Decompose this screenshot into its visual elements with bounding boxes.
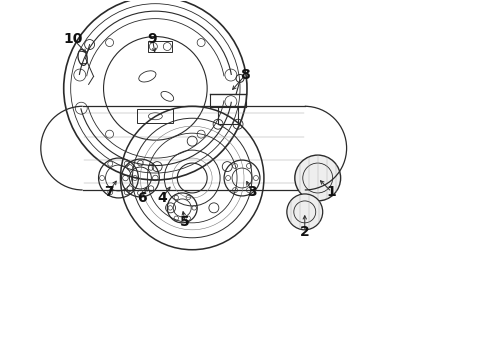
Text: 9: 9: [147, 32, 157, 46]
Text: 7: 7: [104, 185, 113, 199]
Circle shape: [287, 194, 323, 230]
Text: 10: 10: [63, 32, 82, 46]
Bar: [148, 41, 172, 53]
Text: 2: 2: [300, 225, 310, 239]
Text: 4: 4: [157, 191, 167, 205]
Text: 3: 3: [247, 185, 257, 199]
Text: 5: 5: [180, 215, 190, 229]
Text: 6: 6: [138, 191, 147, 205]
Bar: [137, 109, 173, 123]
Circle shape: [295, 155, 341, 201]
Text: 1: 1: [327, 185, 337, 199]
Text: 8: 8: [240, 68, 250, 82]
